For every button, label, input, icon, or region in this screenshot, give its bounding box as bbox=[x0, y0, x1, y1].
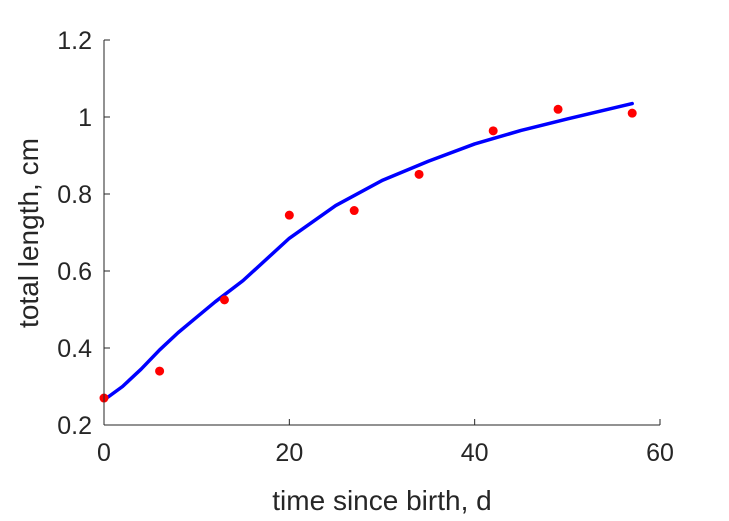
y-axis-label: total length, cm bbox=[13, 138, 44, 328]
data-point bbox=[349, 206, 359, 216]
y-tick-label: 1.2 bbox=[57, 27, 92, 55]
axes: 0 20 40 60 0.2 0.4 0.6 0.8 1 1.2 bbox=[57, 27, 674, 467]
x-tick-label: 40 bbox=[461, 439, 489, 467]
data-point bbox=[155, 366, 165, 376]
y-tick-label: 0.6 bbox=[57, 258, 92, 286]
plot-area bbox=[99, 101, 637, 403]
y-tick-label: 0.8 bbox=[57, 181, 92, 209]
x-tick-label: 20 bbox=[275, 439, 303, 467]
data-point bbox=[627, 108, 637, 118]
data-point bbox=[488, 126, 498, 136]
data-point bbox=[284, 210, 294, 220]
data-point bbox=[414, 169, 424, 179]
y-tick-label: 0.2 bbox=[57, 412, 92, 440]
y-tick-label: 0.4 bbox=[57, 335, 92, 363]
data-point bbox=[553, 104, 563, 114]
y-tick-label: 1 bbox=[78, 104, 92, 132]
data-point bbox=[219, 295, 229, 305]
x-tick-label: 60 bbox=[646, 439, 674, 467]
x-tick-label: 0 bbox=[97, 439, 111, 467]
x-axis-label: time since birth, d bbox=[272, 485, 491, 516]
fit-curve bbox=[102, 101, 634, 402]
